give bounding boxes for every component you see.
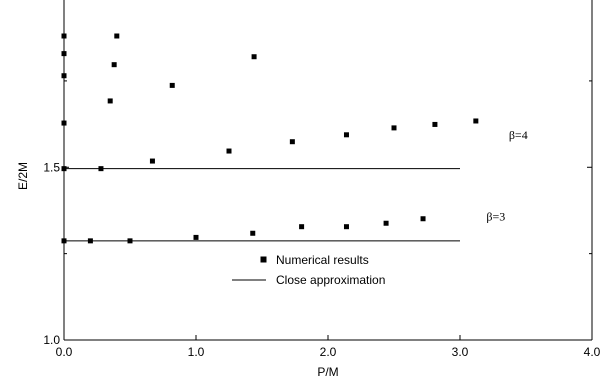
x-tick-label: 0.0 bbox=[56, 345, 73, 359]
legend-label-numerical: Numerical results bbox=[276, 253, 369, 267]
beta-label: β=3 bbox=[486, 209, 505, 223]
data-point bbox=[250, 230, 256, 236]
data-point bbox=[61, 33, 67, 39]
data-points bbox=[61, 33, 479, 244]
beta-label: β=4 bbox=[509, 128, 528, 142]
data-point bbox=[127, 238, 133, 244]
data-point bbox=[473, 118, 479, 124]
data-point bbox=[149, 158, 155, 164]
annotations: β=4 β=3 bbox=[486, 128, 527, 224]
data-point bbox=[114, 33, 120, 39]
data-point bbox=[299, 224, 305, 230]
ticks: 0.0 1.0 2.0 3.0 4.01.01.5 bbox=[43, 80, 601, 359]
data-point bbox=[432, 121, 438, 127]
axes bbox=[63, 0, 593, 341]
data-point bbox=[289, 139, 295, 145]
y-tick-label: 1.0 bbox=[43, 333, 60, 347]
data-point bbox=[61, 166, 67, 172]
data-point bbox=[107, 98, 113, 104]
data-point bbox=[87, 238, 93, 244]
x-tick-label: 3.0 bbox=[452, 345, 469, 359]
x-tick-label: 2.0 bbox=[320, 345, 337, 359]
x-axis-title: P/M bbox=[317, 365, 338, 379]
approximation-lines bbox=[64, 168, 460, 242]
x-tick-label: 4.0 bbox=[584, 345, 601, 359]
x-tick-label: 1.0 bbox=[188, 345, 205, 359]
legend: Numerical results Close approximation bbox=[232, 253, 385, 287]
data-point bbox=[343, 132, 349, 138]
y-axis-title: E/2M bbox=[16, 162, 30, 190]
data-point bbox=[391, 125, 397, 131]
data-point bbox=[98, 166, 104, 172]
data-point bbox=[169, 82, 175, 88]
data-point bbox=[61, 120, 67, 126]
data-point bbox=[193, 234, 199, 240]
data-point bbox=[111, 62, 117, 68]
y-tick-label: 1.5 bbox=[43, 160, 60, 174]
data-point bbox=[61, 73, 67, 79]
data-point bbox=[61, 238, 67, 244]
data-point bbox=[420, 216, 426, 222]
data-point bbox=[61, 51, 67, 57]
data-point bbox=[226, 148, 232, 154]
data-point bbox=[383, 220, 389, 226]
data-point bbox=[343, 224, 349, 230]
data-point bbox=[251, 54, 257, 60]
legend-marker-square bbox=[260, 256, 267, 263]
legend-label-approximation: Close approximation bbox=[276, 273, 385, 287]
